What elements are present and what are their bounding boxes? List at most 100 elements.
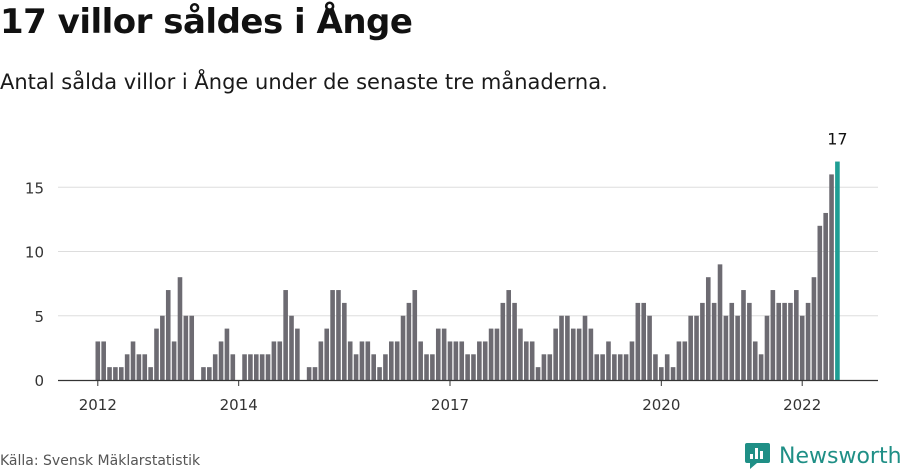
bar-49 [383,354,388,380]
bar-41 [336,290,341,380]
bar-0 [95,341,101,380]
bar-29 [265,354,271,380]
bar-45 [359,341,365,380]
bar-48 [377,367,382,380]
bar-chart: 0 5 10 15 2012 2014 2017 2020 2022 17 [25,130,878,414]
bar-110 [741,290,746,380]
bar-117 [782,302,787,380]
bar-95 [653,354,658,380]
bar-30 [271,341,277,380]
y-tick-label-15: 15 [25,179,44,197]
brand-name: Newsworthy [779,443,900,469]
bar-125 [829,174,834,380]
bar-109 [735,315,740,380]
bar-51 [394,341,400,380]
bar-88 [612,354,617,380]
y-tick-label-0: 0 [34,372,44,390]
bar-47 [371,354,376,380]
bar-74 [529,341,535,380]
bar-14 [177,277,183,380]
bar-100 [682,341,688,380]
bar-9 [148,367,153,380]
bar-123 [817,225,823,380]
bar-70 [506,290,511,380]
bar-79 [559,315,564,380]
bar-8 [142,354,148,380]
bar-50 [389,341,394,380]
bar-108 [729,302,735,380]
bar-42 [342,302,347,380]
bar-93 [641,302,647,380]
bar-69 [500,302,506,380]
highlight-value-label: 17 [827,130,847,149]
bar-118 [788,302,793,380]
bar-64 [471,354,476,380]
bar-18 [201,367,206,380]
bar-34 [295,328,300,380]
bar-97 [664,354,670,380]
bar-73 [524,341,529,380]
bar-31 [277,341,283,380]
bar-111 [747,302,752,380]
x-tick-label-2020: 2020 [642,396,680,414]
bar-54 [412,290,418,380]
bar-28 [259,354,265,380]
bar-71 [512,302,517,380]
bar-121 [805,302,811,380]
bar-115 [770,290,776,380]
bar-39 [324,328,330,380]
bar-46 [365,341,371,380]
bar-75 [535,367,541,380]
bar-86 [600,354,605,380]
bar-76 [541,354,547,380]
bar-96 [659,367,664,380]
bar-68 [494,328,500,380]
bar-4 [118,367,124,380]
bar-119 [794,290,799,380]
x-tick-label-2017: 2017 [431,396,469,414]
bar-10 [154,328,159,380]
bar-38 [318,341,324,380]
bar-57 [430,354,435,380]
bar-62 [459,341,465,380]
bar-80 [565,315,570,380]
highlight-bar [835,161,840,380]
bar-114 [764,315,770,380]
bar-33 [289,315,294,380]
x-tick-label-2012: 2012 [79,396,117,414]
bar-85 [594,354,600,380]
bar-60 [447,341,453,380]
bar-89 [617,354,623,380]
bar-27 [253,354,259,380]
bar-106 [717,264,723,380]
bar-2 [107,367,112,380]
x-tick-label-2022: 2022 [783,396,821,414]
bar-23 [230,354,236,380]
bar-84 [588,328,594,380]
chart-subtitle: Antal sålda villor i Ånge under de senas… [0,70,608,94]
bar-66 [482,341,488,380]
y-tick-label-5: 5 [34,308,44,326]
bar-67 [488,328,494,380]
bar-120 [799,315,805,380]
brand-mark: Newsworthy [744,442,900,470]
bar-104 [705,277,711,380]
bar-102 [694,315,699,380]
bar-65 [477,341,482,380]
bar-37 [312,367,318,380]
bar-91 [629,341,635,380]
bar-44 [353,354,359,380]
bar-58 [435,328,441,380]
bar-52 [400,315,406,380]
bar-99 [676,341,682,380]
bar-112 [752,341,758,380]
bar-107 [723,315,729,380]
bar-122 [811,277,817,380]
bar-21 [218,341,224,380]
bar-87 [606,341,611,380]
bar-53 [406,302,412,380]
bar-7 [136,354,142,380]
bar-22 [224,328,230,380]
bar-105 [711,302,717,380]
bar-36 [306,367,312,380]
